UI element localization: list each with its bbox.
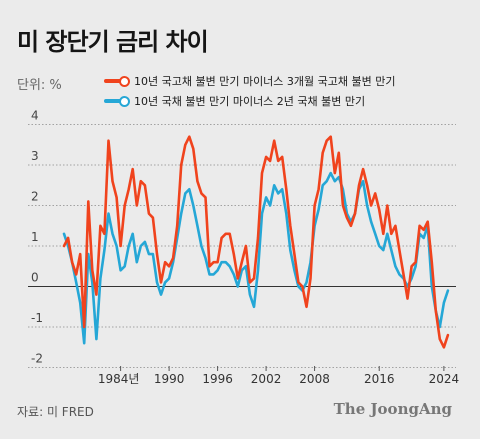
x-tick-label: 1984년 (98, 372, 140, 386)
y-tick-label: 0 (31, 271, 39, 285)
x-tick-label: 2016 (364, 372, 395, 386)
y-tick-label: 2 (31, 190, 39, 204)
legend-label-series-2: 10년 국채 불변 만기 마이너스 2년 국채 불변 만기 (134, 95, 366, 108)
x-tick-label: 2024 (429, 372, 460, 386)
chart-legend: 10년 국고채 불변 만기 마이너스 3개월 국고채 불변 만기 10년 국채 … (104, 71, 396, 111)
y-tick-label: -2 (31, 352, 43, 366)
legend-item-series-2: 10년 국채 불변 만기 마이너스 2년 국채 불변 만기 (104, 91, 396, 111)
x-tick-label: 2002 (251, 372, 282, 386)
x-tick-label: 2008 (299, 372, 330, 386)
x-tick-label: 1996 (202, 372, 233, 386)
x-tick-label: 1990 (154, 372, 185, 386)
legend-swatch-series-1 (104, 75, 130, 87)
y-tick-label: 3 (31, 149, 39, 163)
unit-label: 단위: % (17, 78, 62, 93)
series-line-2 (62, 171, 450, 345)
y-tick-label: 1 (31, 230, 39, 244)
source-note: 자료: 미 FRED (17, 405, 94, 419)
legend-swatch-series-2 (104, 95, 130, 107)
legend-label-series-1: 10년 국고채 불변 만기 마이너스 3개월 국고채 불변 만기 (134, 75, 396, 88)
y-tick-label: -1 (31, 311, 43, 325)
legend-item-series-1: 10년 국고채 불변 만기 마이너스 3개월 국고채 불변 만기 (104, 71, 396, 91)
legend-swatch-dot-2 (119, 96, 130, 107)
brand-logo: The JoongAng (333, 400, 452, 418)
legend-swatch-bar-2 (104, 99, 128, 103)
legend-swatch-dot-1 (119, 76, 130, 87)
y-tick-label: 4 (31, 109, 39, 123)
legend-swatch-bar-1 (104, 79, 128, 83)
series-line-1 (62, 135, 450, 349)
chart-title: 미 장단기 금리 차이 (17, 28, 209, 56)
